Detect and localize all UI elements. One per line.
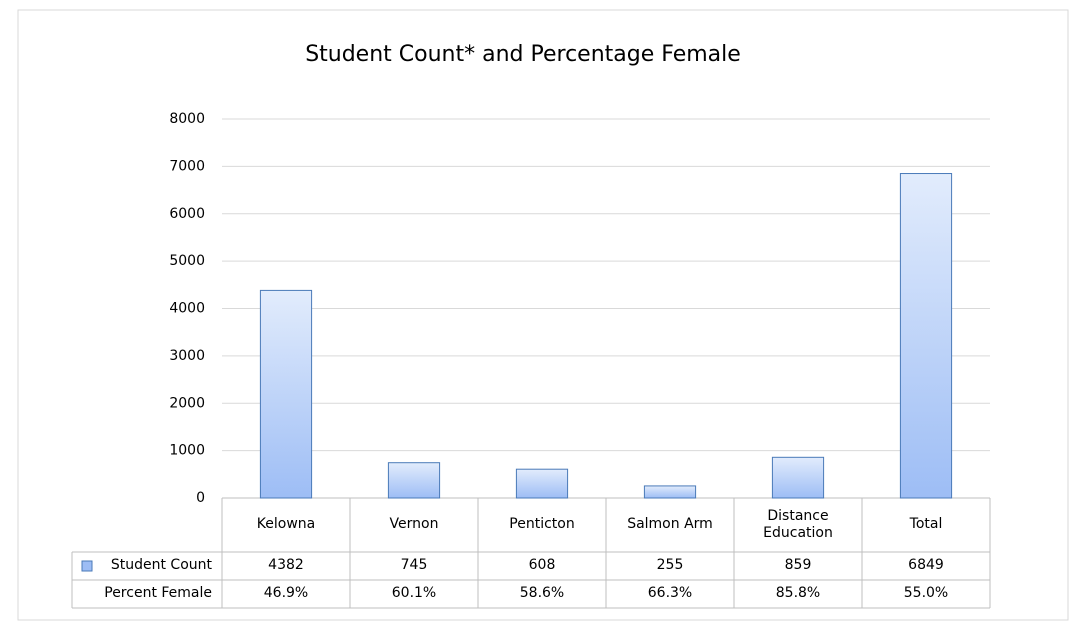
table-value: 745	[400, 557, 428, 574]
y-tick-label: 7000	[169, 158, 205, 174]
table-value: 608	[528, 557, 556, 574]
table-value: 46.9%	[263, 585, 309, 602]
y-tick-label: 6000	[169, 206, 205, 222]
bar	[771, 456, 825, 499]
table-value: 60.1%	[391, 585, 437, 602]
x-tick-label: Total	[909, 516, 943, 533]
x-tick-label: Salmon Arm	[627, 516, 713, 533]
bar	[259, 289, 313, 499]
table-value: 6849	[908, 557, 944, 574]
x-tick-label: Distance Education	[763, 507, 833, 542]
bar	[387, 462, 441, 499]
bar	[899, 173, 953, 499]
x-tick-label: Vernon	[389, 516, 439, 533]
table-value: 55.0%	[903, 585, 949, 602]
chart-title: Student Count* and Percentage Female	[305, 42, 741, 67]
y-tick-label: 8000	[169, 111, 205, 127]
legend-key	[81, 560, 93, 572]
y-tick-label: 4000	[169, 301, 205, 317]
table-value: 58.6%	[519, 585, 565, 602]
x-tick-label: Kelowna	[256, 516, 316, 533]
bar	[643, 485, 697, 499]
y-tick-label: 5000	[169, 253, 205, 269]
x-tick-label: Penticton	[509, 516, 575, 533]
legend-label: Student Count	[110, 557, 212, 574]
table-value: 66.3%	[647, 585, 693, 602]
bar	[515, 468, 569, 499]
y-tick-label: 2000	[169, 395, 205, 411]
table-value: 85.8%	[775, 585, 821, 602]
table-value: 255	[656, 557, 684, 574]
row-label: Percent Female	[104, 585, 212, 602]
table-value: 859	[784, 557, 812, 574]
y-tick-label: 3000	[169, 348, 205, 364]
chart-border	[17, 9, 1069, 621]
y-tick-label: 1000	[169, 443, 205, 459]
y-tick-label: 0	[196, 490, 205, 506]
table-value: 4382	[268, 557, 304, 574]
